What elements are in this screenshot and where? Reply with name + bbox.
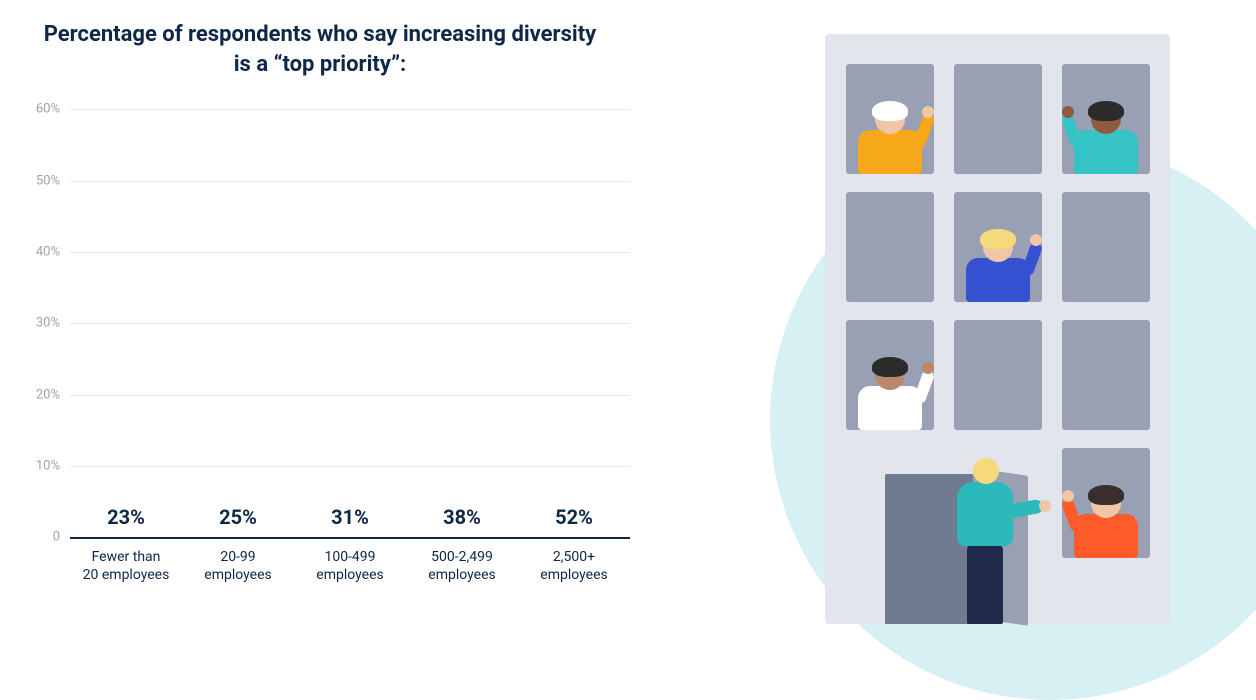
bar: 52% [518, 505, 630, 537]
y-axis-label: 40% [36, 245, 60, 260]
bar-value-label: 25% [219, 505, 257, 529]
window-icon [954, 64, 1042, 174]
bar-value-label: 52% [555, 505, 593, 529]
y-axis-label: 30% [36, 316, 60, 331]
window-icon [846, 192, 934, 302]
person-icon [954, 220, 1042, 302]
bar: 38% [406, 505, 518, 537]
window-icon [954, 320, 1042, 430]
x-axis-label: 100-499 employees [294, 539, 406, 599]
building-icon [825, 34, 1170, 624]
grid-line [70, 466, 630, 467]
bar-value-label: 31% [331, 505, 369, 529]
chart-area: 23%25%31%38%52% 010%20%30%40%50%60% Fewe… [70, 109, 630, 599]
y-axis-label: 60% [36, 102, 60, 117]
x-axis-label: Fewer than 20 employees [70, 539, 182, 599]
person-at-door-icon [945, 434, 1025, 624]
window-icon [1062, 64, 1150, 174]
bar-value-label: 23% [107, 505, 145, 529]
grid-line [70, 109, 630, 110]
person-icon [1062, 92, 1150, 174]
person-icon [1062, 476, 1150, 558]
person-icon [846, 348, 934, 430]
bar-value-label: 38% [443, 505, 481, 529]
y-axis-label: 20% [36, 387, 60, 402]
window-icon [846, 64, 934, 174]
window-icon [1062, 192, 1150, 302]
window-icon [1062, 320, 1150, 430]
bar: 25% [182, 505, 294, 537]
x-axis-label: 20-99 employees [182, 539, 294, 599]
window-icon [846, 320, 934, 430]
x-axis-label: 2,500+ employees [518, 539, 630, 599]
window-icon [954, 192, 1042, 302]
y-axis-label: 10% [36, 459, 60, 474]
bar: 23% [70, 505, 182, 537]
y-axis-label: 0 [53, 530, 60, 545]
window-icon [1062, 448, 1150, 558]
bar: 31% [294, 505, 406, 537]
chart-section: Percentage of respondents who say increa… [0, 0, 640, 672]
grid-line [70, 252, 630, 253]
x-axis-label: 500-2,499 employees [406, 539, 518, 599]
chart-title: Percentage of respondents who say increa… [0, 20, 640, 109]
illustration-section [640, 0, 1256, 672]
person-icon [846, 92, 934, 174]
grid-line [70, 395, 630, 396]
grid-line [70, 181, 630, 182]
y-axis-label: 50% [36, 173, 60, 188]
grid-line [70, 323, 630, 324]
